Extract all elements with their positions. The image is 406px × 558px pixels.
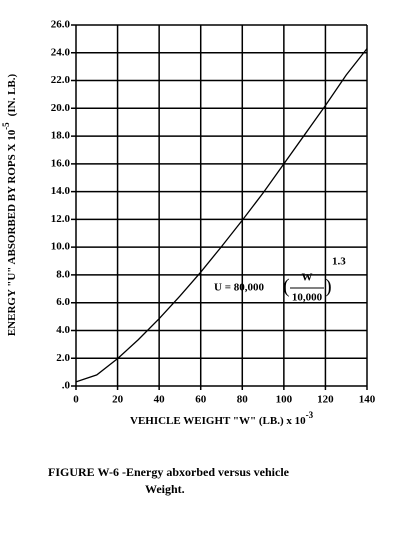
- y-tick-label: 2.0: [56, 352, 70, 364]
- y-tick-label: .0: [62, 380, 71, 392]
- x-tick-label: 40: [154, 394, 166, 406]
- y-tick-label: 10.0: [51, 241, 71, 253]
- x-tick-label: 120: [317, 394, 334, 406]
- x-tick-label: 140: [359, 394, 376, 406]
- y-tick-label: 14.0: [51, 185, 71, 197]
- formula: U = 80,000 ( W 10,000 ) 1.3: [214, 256, 346, 304]
- formula-exponent: 1.3: [332, 256, 346, 268]
- x-label-text: VEHICLE WEIGHT "W" (LB.) x 10: [130, 415, 306, 427]
- y-label-exponent: -5: [1, 122, 11, 130]
- y-tick-label: 4.0: [56, 324, 70, 336]
- x-tick-label: 100: [276, 394, 293, 406]
- y-tick-label: 20.0: [51, 102, 71, 114]
- x-tick-label: 60: [195, 394, 207, 406]
- formula-lhs: U = 80,000: [214, 282, 264, 294]
- x-tick-label: 20: [112, 394, 124, 406]
- paren: (: [283, 276, 290, 298]
- x-label-exponent: -3: [306, 410, 314, 420]
- y-label-text: ENERGY "U" ABSORBED BY ROPS X 10: [6, 129, 18, 336]
- y-tick-label: 12.0: [51, 213, 71, 225]
- y-tick-label: 24.0: [51, 46, 71, 58]
- paren: ): [325, 276, 332, 298]
- formula-numerator: W: [302, 272, 313, 284]
- y-axis-label: ENERGY "U" ABSORBED BY ROPS X 10-5 (IN. L…: [1, 73, 17, 336]
- data-line: [75, 48, 368, 383]
- y-tick-label: 26.0: [51, 19, 71, 31]
- caption-line: Weight.: [145, 482, 185, 496]
- y-tick-label: 8.0: [56, 268, 70, 280]
- y-tick-label: 18.0: [51, 130, 71, 142]
- x-axis-label: VEHICLE WEIGHT "W" (LB.) x 10-3: [130, 410, 314, 426]
- y-tick-label: 16.0: [51, 157, 71, 169]
- y-tick-label: 6.0: [56, 296, 70, 308]
- x-tick-label: 80: [237, 394, 249, 406]
- caption-line: FIGURE W-6 -Energy abxorbed versus vehic…: [48, 465, 290, 479]
- x-tick-label: 0: [73, 394, 79, 406]
- y-label-unit: (IN. LB.): [6, 73, 18, 116]
- formula-denominator: 10,000: [292, 292, 323, 304]
- y-tick-label: 22.0: [51, 74, 71, 86]
